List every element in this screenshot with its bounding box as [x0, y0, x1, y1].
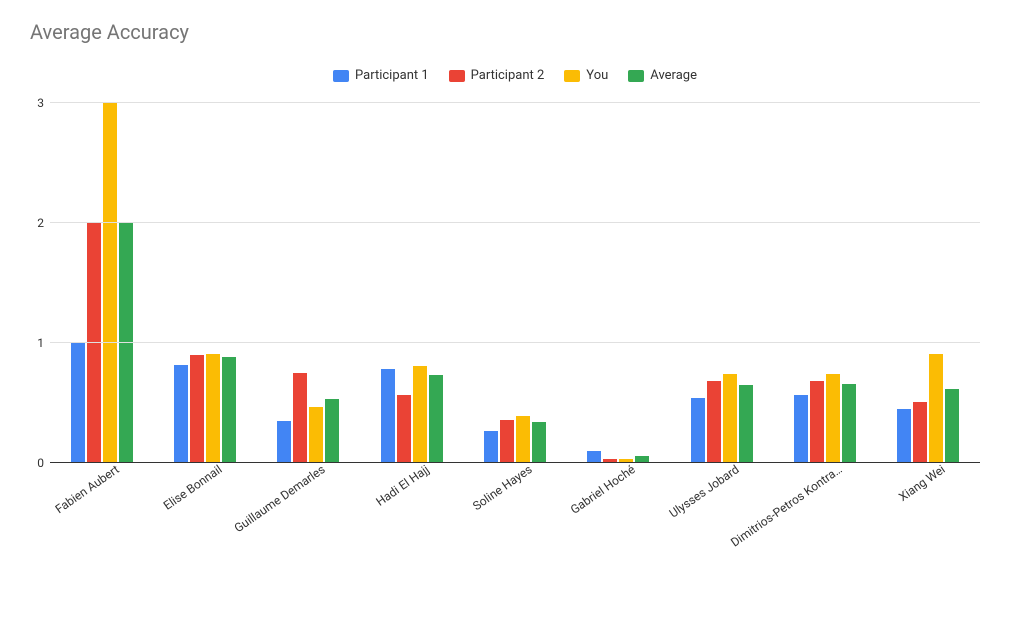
bar[interactable]	[277, 421, 291, 463]
bars-region	[50, 103, 980, 463]
legend-swatch	[564, 70, 580, 82]
y-tick-label: 2	[37, 216, 44, 230]
category-group	[277, 103, 339, 463]
bar[interactable]	[500, 420, 514, 463]
category-group	[897, 103, 959, 463]
bar[interactable]	[381, 369, 395, 463]
legend-swatch	[449, 70, 465, 82]
bar[interactable]	[842, 384, 856, 463]
category-group	[71, 103, 133, 463]
y-tick-label: 1	[37, 336, 44, 350]
chart-title: Average Accuracy	[30, 20, 1000, 44]
legend-item[interactable]: Average	[628, 68, 697, 83]
bar[interactable]	[71, 343, 85, 463]
bar[interactable]	[913, 402, 927, 463]
legend-label: Participant 1	[355, 68, 429, 83]
bar[interactable]	[119, 223, 133, 463]
bar[interactable]	[190, 355, 204, 463]
bar[interactable]	[707, 381, 721, 463]
legend-item[interactable]: Participant 1	[333, 68, 429, 83]
bar[interactable]	[103, 103, 117, 463]
bar[interactable]	[810, 381, 824, 463]
bar[interactable]	[484, 431, 498, 463]
bar[interactable]	[794, 395, 808, 463]
bar[interactable]	[945, 389, 959, 463]
chart-legend: Participant 1 Participant 2 You Average	[30, 68, 1000, 83]
bar[interactable]	[293, 373, 307, 463]
bar[interactable]	[206, 354, 220, 463]
bar[interactable]	[325, 399, 339, 463]
legend-label: Average	[650, 68, 697, 83]
gridline	[50, 342, 980, 343]
bar[interactable]	[516, 416, 530, 463]
plot-area: 0123	[50, 103, 980, 463]
plot-inner	[50, 103, 980, 463]
bar[interactable]	[413, 366, 427, 463]
category-group	[587, 103, 649, 463]
category-group	[484, 103, 546, 463]
x-axis-labels: Fabien AubertElise BonnailGuillaume Dema…	[50, 463, 980, 583]
gridline	[50, 102, 980, 103]
legend-label: You	[586, 68, 608, 83]
category-group	[691, 103, 753, 463]
bar[interactable]	[397, 395, 411, 463]
category-group	[381, 103, 443, 463]
legend-label: Participant 2	[471, 68, 545, 83]
legend-item[interactable]: Participant 2	[449, 68, 545, 83]
gridline	[50, 222, 980, 223]
bar[interactable]	[222, 357, 236, 463]
legend-item[interactable]: You	[564, 68, 608, 83]
bar[interactable]	[532, 422, 546, 463]
bar[interactable]	[826, 374, 840, 463]
chart-container: Average Accuracy Participant 1Participan…	[0, 0, 1020, 633]
category-group	[794, 103, 856, 463]
bar[interactable]	[309, 407, 323, 463]
y-axis: 0123	[30, 103, 50, 463]
bar[interactable]	[87, 223, 101, 463]
bar[interactable]	[897, 409, 911, 463]
category-group	[174, 103, 236, 463]
bar[interactable]	[691, 398, 705, 463]
legend-swatch	[333, 70, 349, 82]
bar[interactable]	[723, 374, 737, 463]
bar[interactable]	[739, 385, 753, 463]
bar[interactable]	[174, 365, 188, 463]
bar[interactable]	[929, 354, 943, 463]
legend-swatch	[628, 70, 644, 82]
bar[interactable]	[429, 375, 443, 463]
y-tick-label: 0	[37, 456, 44, 470]
y-tick-label: 3	[37, 96, 44, 110]
